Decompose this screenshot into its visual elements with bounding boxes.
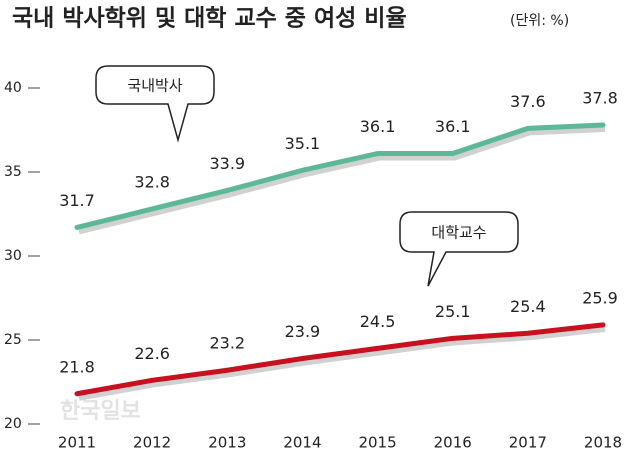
y-tick-label: 20 [4,416,22,432]
chart-subtitle: (단위: %) [510,13,569,29]
data-label: 23.9 [285,322,321,341]
callout-bubble [399,211,519,287]
data-label: 37.6 [510,92,546,111]
data-label: 25.4 [510,297,546,316]
legend-label: 대학교수 [431,224,486,242]
data-label: 33.9 [209,154,245,173]
data-label: 21.8 [59,357,95,376]
data-label: 31.7 [59,191,95,210]
data-label: 37.8 [582,88,618,107]
data-label: 32.8 [134,172,170,191]
data-label: 25.9 [582,288,618,307]
data-label: 23.2 [209,334,245,353]
data-label: 36.1 [360,117,396,136]
y-tick-label: 35 [4,164,22,180]
x-tick-label: 2014 [283,434,321,452]
callout: 대학교수 [399,211,519,287]
x-tick-label: 2011 [58,434,96,452]
y-tick-label: 25 [4,332,22,348]
line-shadow [78,125,606,235]
x-tick-label: 2012 [133,434,171,452]
x-tick-label: 2013 [208,434,246,452]
chart-title: 국내 박사학위 및 대학 교수 중 여성 비율 [12,6,407,32]
x-tick-label: 2015 [358,434,396,452]
callout-bubble [95,65,215,143]
line-shadow [78,325,606,401]
data-label: 35.1 [285,134,321,153]
data-label: 36.1 [435,117,471,136]
series-line [74,322,606,397]
callout: 국내박사 [95,65,215,143]
data-label: 22.6 [134,344,170,363]
series-line [74,122,606,230]
x-tick-label: 2018 [584,434,622,452]
data-label: 24.5 [360,312,396,331]
x-tick-label: 2017 [509,434,547,452]
data-label: 25.1 [435,302,471,321]
y-tick-label: 30 [4,248,22,264]
x-tick-label: 2016 [434,434,472,452]
y-tick-label: 40 [4,80,22,96]
legend-label: 국내박사 [127,77,182,95]
watermark: 한국일보 [60,399,141,424]
